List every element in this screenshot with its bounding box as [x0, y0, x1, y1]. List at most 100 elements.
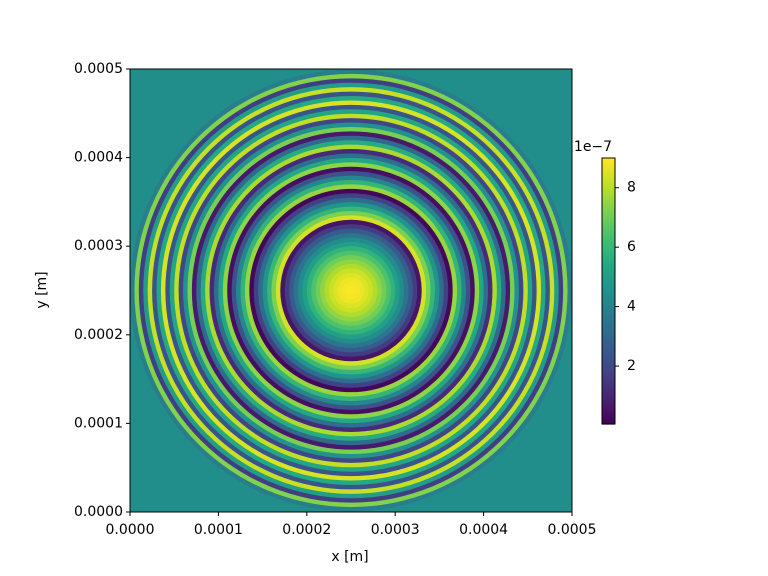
- colorbar-step: [602, 406, 615, 409]
- colorbar-step: [602, 260, 615, 263]
- colorbar-step: [602, 292, 615, 295]
- x-tick-label: 0.0003: [371, 522, 420, 538]
- colorbar-step: [602, 262, 615, 265]
- colorbar-step: [602, 192, 615, 195]
- x-tick-label: 0.0000: [106, 522, 155, 538]
- colorbar-step: [602, 174, 615, 177]
- colorbar-step: [602, 364, 615, 367]
- colorbar-step: [602, 172, 615, 175]
- colorbar-step: [602, 270, 615, 273]
- colorbar-step: [602, 314, 615, 317]
- colorbar-step: [602, 312, 615, 315]
- colorbar-step: [602, 288, 615, 291]
- colorbar-step: [602, 418, 615, 421]
- colorbar-step: [602, 376, 615, 379]
- colorbar-tick-label: 6: [627, 239, 636, 255]
- colorbar-step: [602, 374, 615, 377]
- colorbar-step: [602, 254, 615, 257]
- colorbar-step: [602, 310, 615, 313]
- colorbar-step: [602, 280, 615, 283]
- colorbar-step: [602, 168, 615, 171]
- colorbar-step: [602, 286, 615, 289]
- colorbar-step: [602, 276, 615, 279]
- colorbar-step: [602, 204, 615, 207]
- colorbar-step: [602, 238, 615, 241]
- colorbar-step: [602, 350, 615, 353]
- colorbar-step: [602, 336, 615, 339]
- colorbar-step: [602, 330, 615, 333]
- colorbar-step: [602, 208, 615, 211]
- y-tick-label: 0.0001: [74, 415, 123, 431]
- colorbar-step: [602, 324, 615, 327]
- colorbar-step: [602, 348, 615, 351]
- colorbar-step: [602, 258, 615, 261]
- colorbar-step: [602, 394, 615, 397]
- colorbar-step: [602, 300, 615, 303]
- colorbar-tick-label: 2: [627, 358, 636, 374]
- colorbar-step: [602, 246, 615, 249]
- colorbar-step: [602, 378, 615, 381]
- colorbar-step: [602, 290, 615, 293]
- colorbar-step: [602, 334, 615, 337]
- colorbar-step: [602, 342, 615, 345]
- colorbar-step: [602, 228, 615, 231]
- colorbar-step: [602, 252, 615, 255]
- colorbar-step: [602, 274, 615, 277]
- colorbar-step: [602, 170, 615, 173]
- colorbar-step: [602, 398, 615, 401]
- colorbar-step: [602, 328, 615, 331]
- colorbar-step: [602, 166, 615, 169]
- colorbar-step: [602, 200, 615, 203]
- colorbar-step: [602, 224, 615, 227]
- colorbar-step: [602, 278, 615, 281]
- colorbar-step: [602, 272, 615, 275]
- colorbar-step: [602, 178, 615, 181]
- colorbar-step: [602, 256, 615, 259]
- colorbar-step: [602, 218, 615, 221]
- colorbar-frame: [601, 157, 616, 425]
- colorbar-step: [602, 194, 615, 197]
- colorbar-step: [602, 402, 615, 405]
- colorbar-step: [602, 266, 615, 269]
- colorbar-step: [602, 176, 615, 179]
- colorbar-step: [602, 210, 615, 213]
- colorbar-step: [602, 242, 615, 245]
- x-tick-label: 0.0005: [548, 522, 597, 538]
- colorbar-step: [602, 326, 615, 329]
- colorbar-step: [602, 386, 615, 389]
- colorbar-step: [602, 234, 615, 237]
- colorbar-step: [602, 216, 615, 219]
- colorbar-step: [602, 412, 615, 415]
- colorbar-step: [602, 302, 615, 305]
- colorbar-step: [602, 190, 615, 193]
- y-axis-label: y [m]: [34, 271, 50, 308]
- colorbar-step: [602, 360, 615, 363]
- colorbar-step: [602, 268, 615, 271]
- colorbar-step: [602, 404, 615, 407]
- colorbar-step: [602, 264, 615, 267]
- colorbar-offset: 1e−7: [574, 139, 612, 155]
- colorbar-step: [602, 408, 615, 411]
- colorbar-step: [602, 236, 615, 239]
- colorbar-step: [602, 250, 615, 253]
- colorbar-step: [602, 392, 615, 395]
- y-tick-label: 0.0004: [74, 150, 123, 166]
- colorbar-step: [602, 186, 615, 189]
- ring: [346, 286, 356, 295]
- colorbar-step: [602, 340, 615, 343]
- colorbar-step: [602, 158, 615, 161]
- plot-area: [130, 69, 572, 512]
- colorbar-step: [602, 248, 615, 251]
- colorbar-step: [602, 358, 615, 361]
- x-tick-label: 0.0001: [194, 522, 243, 538]
- x-tick-label: 0.0002: [282, 522, 331, 538]
- colorbar-step: [602, 296, 615, 299]
- colorbar-step: [602, 306, 615, 309]
- y-tick-label: 0.0005: [74, 61, 123, 77]
- colorbar-step: [602, 162, 615, 165]
- y-tick-label: 0.0002: [74, 327, 123, 343]
- axes-frame: [129, 68, 573, 513]
- colorbar-step: [602, 284, 615, 287]
- colorbar-step: [602, 384, 615, 387]
- colorbar-step: [602, 396, 615, 399]
